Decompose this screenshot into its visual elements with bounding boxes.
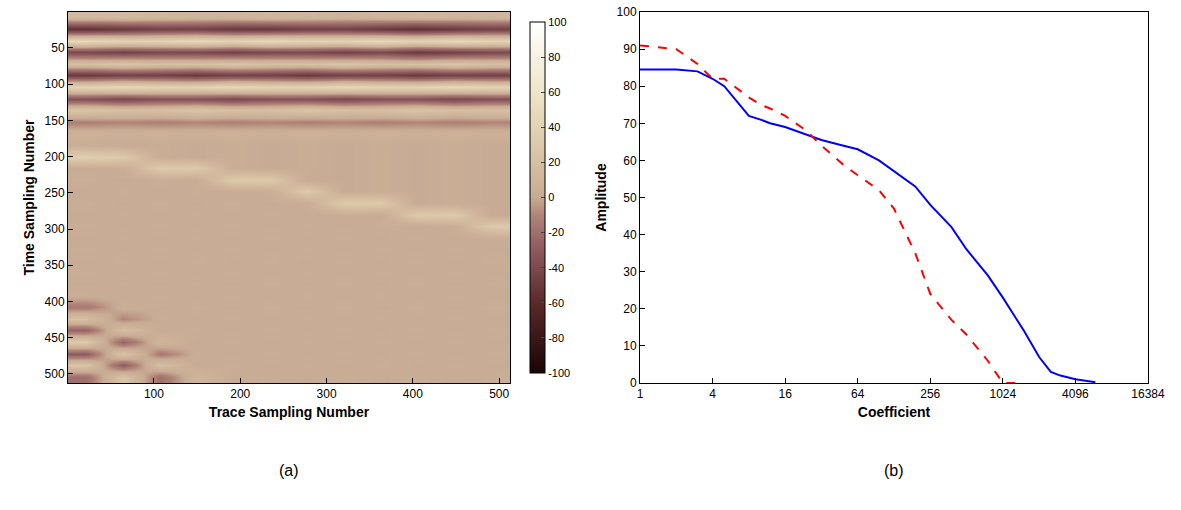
svg-text:80: 80 [548,51,560,63]
svg-text:200: 200 [230,387,250,401]
svg-text:60: 60 [623,154,637,168]
svg-text:70: 70 [623,117,637,131]
svg-text:16384: 16384 [1131,387,1165,401]
svg-text:256: 256 [920,387,940,401]
svg-text:60: 60 [548,86,560,98]
svg-text:450: 450 [45,331,65,345]
svg-text:Trace Sampling Number: Trace Sampling Number [209,404,370,420]
svg-text:-80: -80 [548,332,564,344]
svg-text:40: 40 [548,121,560,133]
svg-text:-60: -60 [548,297,564,309]
svg-text:90: 90 [623,42,637,56]
svg-text:-40: -40 [548,262,564,274]
svg-text:50: 50 [623,191,637,205]
svg-text:-100: -100 [548,367,570,379]
svg-text:400: 400 [403,387,423,401]
svg-text:Time Sampling Number: Time Sampling Number [21,119,37,276]
svg-text:64: 64 [851,387,865,401]
svg-text:40: 40 [623,228,637,242]
svg-text:100: 100 [144,387,164,401]
svg-text:1024: 1024 [990,387,1017,401]
svg-text:16: 16 [778,387,792,401]
svg-text:Amplitude: Amplitude [593,163,609,232]
svg-text:(a): (a) [279,462,299,479]
svg-text:500: 500 [45,367,65,381]
svg-text:100: 100 [45,77,65,91]
svg-text:350: 350 [45,258,65,272]
svg-text:150: 150 [45,114,65,128]
svg-text:Coefficient: Coefficient [858,404,931,420]
svg-text:80: 80 [623,79,637,93]
svg-text:300: 300 [45,222,65,236]
svg-text:250: 250 [45,186,65,200]
svg-text:-20: -20 [548,226,564,238]
svg-text:10: 10 [623,339,637,353]
svg-text:20: 20 [623,302,637,316]
svg-text:500: 500 [489,387,509,401]
svg-text:100: 100 [548,16,566,28]
svg-text:(b): (b) [884,462,904,479]
svg-text:20: 20 [548,156,560,168]
svg-text:0: 0 [630,376,637,390]
svg-text:30: 30 [623,265,637,279]
svg-text:4: 4 [709,387,716,401]
svg-text:1: 1 [637,387,644,401]
svg-text:0: 0 [548,191,554,203]
svg-text:200: 200 [45,150,65,164]
svg-text:4096: 4096 [1062,387,1089,401]
svg-text:100: 100 [617,5,637,19]
svg-text:50: 50 [51,41,65,55]
svg-text:400: 400 [45,295,65,309]
svg-text:300: 300 [317,387,337,401]
